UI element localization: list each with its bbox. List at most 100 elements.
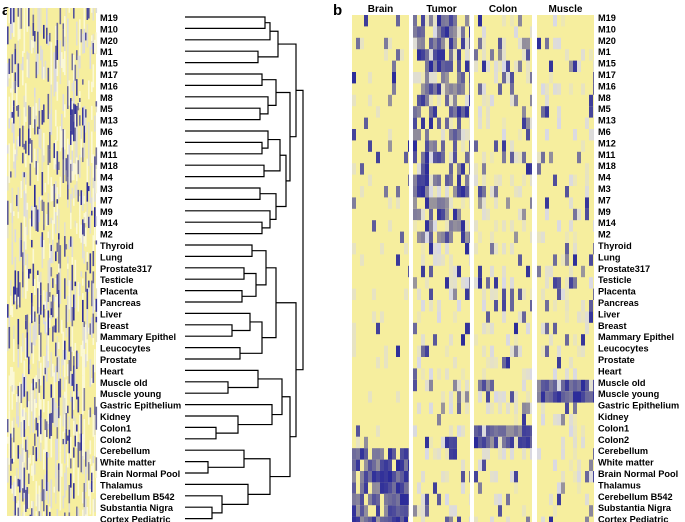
heatmap-b-cell	[445, 186, 449, 198]
heatmap-a-streak	[23, 241, 26, 266]
heatmap-a-streak	[47, 260, 50, 284]
heatmap-a-streak	[40, 8, 42, 34]
heatmap-b-cell	[453, 15, 457, 27]
heatmap-a-streak	[82, 219, 84, 235]
heatmap-b-cell	[553, 368, 557, 380]
heatmap-a-streak	[32, 446, 35, 456]
dendrogram-branch	[252, 250, 267, 286]
heatmap-b-cell	[565, 391, 569, 403]
heatmap-b-cell	[461, 482, 465, 494]
heatmap-a-streak	[71, 82, 74, 92]
heatmap-b-cell	[490, 243, 494, 255]
heatmap-b-cell	[494, 288, 498, 300]
heatmap-b-cell	[526, 391, 530, 403]
heatmap-a-streak	[92, 64, 95, 88]
heatmap-b-cell	[573, 60, 577, 72]
heatmap-b-cell	[537, 379, 541, 392]
heatmap-b-cell	[569, 277, 573, 289]
heatmap-a-streak	[52, 220, 54, 240]
heatmap-a-streak	[34, 377, 36, 388]
heatmap-a-streak	[95, 101, 98, 107]
heatmap-b-cell	[526, 436, 530, 449]
heatmap-a-streak	[94, 397, 96, 416]
heatmap-b-cell	[461, 26, 465, 38]
heatmap-b-cell	[549, 151, 553, 164]
heatmap-a-streak	[43, 375, 45, 400]
heatmap-b-cell	[530, 174, 532, 186]
heatmap-b-cell	[352, 471, 356, 483]
heatmap-b-cell	[486, 448, 490, 460]
heatmap-b-cell	[360, 493, 364, 506]
heatmap-b-cell	[364, 482, 368, 494]
heatmap-b-cell	[577, 345, 581, 357]
heatmap-b-cell	[553, 322, 557, 335]
heatmap-b-cell	[522, 288, 526, 300]
heatmap-a-streak	[86, 261, 89, 271]
heatmap-b-cell	[372, 471, 376, 483]
heatmap-b-cell	[425, 220, 429, 232]
heatmap-b-cell	[388, 482, 392, 494]
row-label-b: M17	[598, 70, 616, 80]
heatmap-b-cell	[417, 163, 421, 175]
heatmap-a-streak	[50, 308, 53, 316]
heatmap-a-streak	[52, 326, 54, 342]
heatmap-b-cell	[541, 391, 545, 403]
heatmap-b-cell	[360, 516, 364, 522]
heatmap-a-streak	[32, 306, 35, 322]
heatmap-a-streak	[38, 339, 41, 362]
heatmap-b-cell	[372, 482, 376, 494]
heatmap-a-streak	[8, 74, 11, 79]
heatmap-b-cell	[585, 186, 589, 198]
heatmap-b-cell	[469, 49, 470, 61]
heatmap-a-streak	[77, 55, 80, 78]
heatmap-b-cell	[433, 37, 437, 50]
heatmap-a-streak	[62, 376, 65, 390]
heatmap-a-streak	[14, 475, 17, 497]
heatmap-a-streak	[59, 291, 62, 304]
heatmap-a-streak	[65, 350, 68, 360]
panel-b-label: b	[333, 2, 342, 19]
heatmap-b-cell	[421, 243, 425, 255]
heatmap-b-cell	[408, 471, 409, 483]
heatmap-a-streak	[19, 479, 21, 493]
heatmap-a-streak	[56, 199, 59, 204]
heatmap-a-streak	[80, 29, 83, 43]
heatmap-b-cell	[352, 516, 356, 522]
row-label-b: M5	[598, 104, 611, 114]
row-label-b: Cerebellum	[598, 446, 648, 456]
heatmap-a-streak	[40, 236, 42, 248]
heatmap-b-cell	[413, 505, 417, 517]
heatmap-b-cell	[400, 493, 404, 506]
heatmap-b-cell	[486, 379, 490, 392]
row-label-b: Breast	[598, 321, 627, 331]
heatmap-a-streak	[85, 32, 87, 41]
heatmap-a-streak	[80, 224, 83, 243]
row-label-b: Colon1	[598, 423, 629, 433]
heatmap-a-streak	[52, 398, 54, 423]
heatmap-a-streak	[28, 144, 30, 156]
heatmap-b-cell	[352, 288, 356, 300]
heatmap-b-cell	[593, 288, 594, 300]
heatmap-b-cell	[585, 117, 589, 129]
heatmap-b-cell	[510, 425, 514, 437]
heatmap-b-cell	[417, 26, 421, 38]
heatmap-a-streak	[19, 492, 21, 516]
heatmap-a-streak	[23, 190, 26, 217]
heatmap-a-streak	[82, 398, 84, 415]
heatmap-b-cell	[593, 72, 594, 84]
heatmap-b-cell	[577, 459, 581, 471]
heatmap-b-cell	[453, 106, 457, 118]
heatmap-b-cell	[449, 174, 453, 186]
heatmap-b-cell	[352, 243, 356, 255]
heatmap-b-cell	[469, 186, 470, 198]
heatmap-b-cell	[510, 448, 514, 460]
heatmap-b-cell	[429, 140, 433, 152]
row-label-a: Breast	[100, 321, 129, 331]
heatmap-b-cell	[506, 425, 510, 437]
heatmap-b-cell	[449, 163, 453, 175]
heatmap-a-streak	[64, 36, 66, 42]
heatmap-a-streak	[20, 417, 23, 422]
heatmap-b-cell	[445, 60, 449, 72]
heatmap-b-cell	[502, 288, 506, 300]
heatmap-b-cell	[486, 117, 490, 129]
